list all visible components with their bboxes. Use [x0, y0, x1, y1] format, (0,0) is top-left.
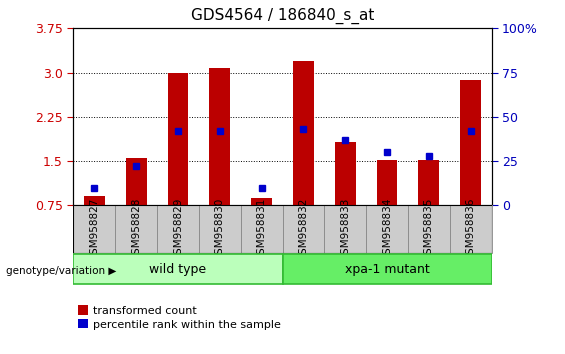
Text: GSM958832: GSM958832	[298, 198, 308, 261]
Title: GDS4564 / 186840_s_at: GDS4564 / 186840_s_at	[191, 8, 374, 24]
Bar	[73, 254, 282, 284]
Text: xpa-1 mutant: xpa-1 mutant	[345, 263, 429, 275]
Bar	[366, 205, 408, 253]
Bar	[460, 80, 481, 205]
Text: genotype/variation ▶: genotype/variation ▶	[6, 266, 116, 276]
Bar	[157, 205, 199, 253]
Bar	[450, 205, 492, 253]
Bar	[282, 254, 492, 284]
Text: GSM958827: GSM958827	[89, 198, 99, 261]
Bar	[241, 205, 282, 253]
Bar	[334, 142, 356, 205]
Bar	[408, 205, 450, 253]
Bar	[418, 160, 440, 205]
Text: wild type: wild type	[149, 263, 207, 275]
Bar	[199, 205, 241, 253]
Bar	[293, 61, 314, 205]
Bar	[377, 160, 398, 205]
Bar	[324, 205, 366, 253]
Bar	[73, 205, 115, 253]
Text: GSM958836: GSM958836	[466, 198, 476, 261]
Bar	[115, 205, 157, 253]
Bar	[84, 196, 105, 205]
Text: GSM958829: GSM958829	[173, 198, 183, 261]
Text: GSM958830: GSM958830	[215, 198, 225, 261]
Bar	[209, 68, 231, 205]
Bar	[125, 158, 147, 205]
Text: GSM958835: GSM958835	[424, 198, 434, 261]
Text: GSM958834: GSM958834	[382, 198, 392, 261]
Bar	[251, 198, 272, 205]
Bar	[167, 73, 189, 205]
Text: GSM958831: GSM958831	[257, 198, 267, 261]
Bar	[282, 205, 324, 253]
Text: GSM958828: GSM958828	[131, 198, 141, 261]
Legend: transformed count, percentile rank within the sample: transformed count, percentile rank withi…	[73, 301, 286, 334]
Text: GSM958833: GSM958833	[340, 198, 350, 261]
